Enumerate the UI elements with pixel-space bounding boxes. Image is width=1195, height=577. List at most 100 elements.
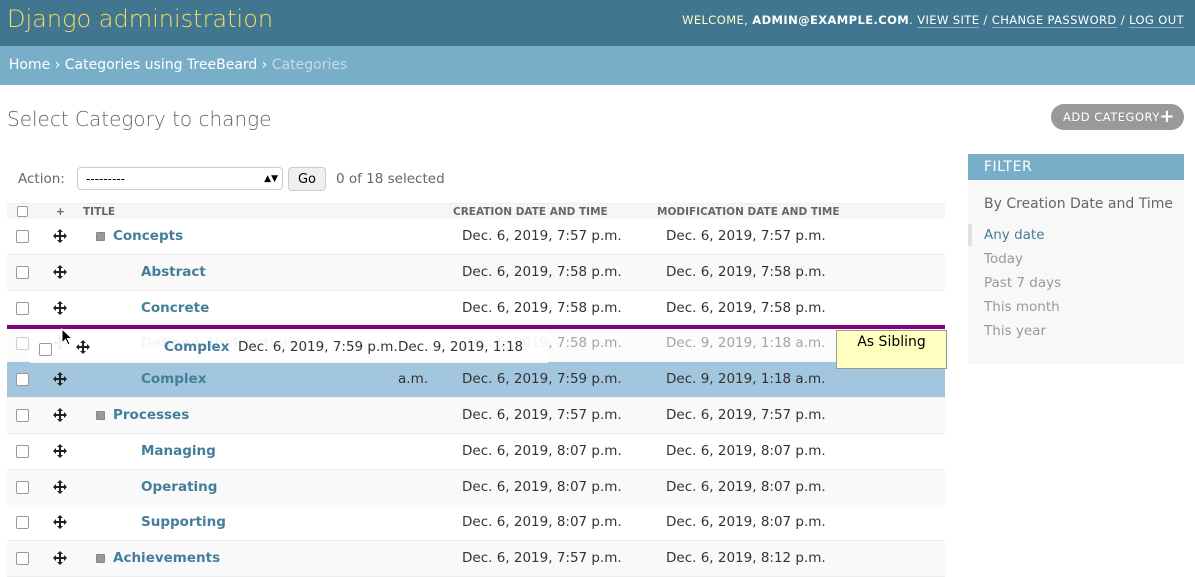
- created: Dec. 6, 2019, 8:07 p.m.: [462, 442, 622, 459]
- table-row: Operating Dec. 6, 2019, 8:07 p.m. Dec. 6, …: [7, 469, 945, 506]
- col-header[interactable]: CREATION DATE AND TIME: [453, 206, 608, 218]
- row-title[interactable]: Complex: [141, 371, 207, 388]
- checkbox[interactable]: [16, 230, 29, 243]
- site-title[interactable]: Django administration: [7, 5, 274, 33]
- created: Dec. 6, 2019, 7:59 p.m.: [462, 371, 622, 388]
- move-icon[interactable]: [53, 480, 67, 494]
- view-site[interactable]: VIEW SITE: [917, 13, 980, 28]
- checkbox[interactable]: [16, 337, 29, 351]
- created: Dec. 6, 2019, 7:57 p.m.: [462, 228, 622, 244]
- row-title[interactable]: Operating: [141, 478, 218, 495]
- ghost-modified: Dec. 9, 2019, 1:18 a.m.: [398, 339, 524, 387]
- modified: Dec. 9, 2019, 1:18 a.m.: [666, 335, 826, 352]
- table-row: Processes Dec. 6, 2019, 7:57 p.m. Dec. 6, …: [7, 398, 945, 434]
- crumb[interactable]: Home: [8, 57, 51, 73]
- filter-option[interactable]: Today: [984, 251, 1024, 267]
- change-password[interactable]: CHANGE PASSWORD: [991, 13, 1117, 28]
- select-value: ---------: [86, 172, 125, 186]
- crumb: Categories: [271, 57, 348, 73]
- modified: Dec. 6, 2019, 8:07 p.m.: [666, 478, 826, 495]
- filter-subtitle: By Creation Date and Time: [984, 196, 1173, 212]
- filter-option[interactable]: Any date: [984, 227, 1045, 243]
- table-row: Concepts Dec. 6, 2019, 7:57 p.m. Dec. 6, 2…: [7, 219, 945, 255]
- filter-option[interactable]: This month: [984, 299, 1060, 315]
- modified: Dec. 6, 2019, 8:12 p.m.: [666, 550, 826, 567]
- drop-tooltip: As Sibling: [836, 330, 947, 369]
- selection-counter: 0 of 18 selected: [336, 171, 445, 187]
- select-all[interactable]: [17, 206, 28, 217]
- header: Django administration WELCOME, ADMIN@EXA…: [0, 0, 1195, 46]
- heading: Select Category to change: [7, 107, 272, 131]
- log-out[interactable]: LOG OUT: [1129, 13, 1184, 28]
- go-button[interactable]: Go: [288, 167, 326, 191]
- modified: Dec. 6, 2019, 7:57 p.m.: [666, 228, 826, 244]
- filter-option[interactable]: This year: [984, 323, 1046, 339]
- checkbox[interactable]: [16, 516, 29, 530]
- user: ADMIN@EXAMPLE.COM: [752, 13, 910, 27]
- checkbox[interactable]: [16, 480, 29, 494]
- created: Dec. 6, 2019, 8:07 p.m.: [462, 478, 622, 495]
- table-row: Complex Dec. 6, 2019, 7:59 p.m. Dec. 9, 20…: [7, 362, 945, 399]
- move-icon[interactable]: [53, 229, 67, 243]
- checkbox: [39, 343, 52, 356]
- move-icon[interactable]: [53, 265, 67, 279]
- filter-option[interactable]: Past 7 days: [984, 275, 1062, 291]
- checkbox[interactable]: [16, 373, 29, 387]
- row-title[interactable]: Concepts: [113, 228, 184, 244]
- checkbox[interactable]: [16, 444, 29, 458]
- move-icon[interactable]: [53, 408, 67, 422]
- row-title[interactable]: Abstract: [141, 263, 206, 280]
- modified: Dec. 6, 2019, 8:07 p.m.: [666, 442, 826, 459]
- collapse-icon[interactable]: [96, 232, 105, 241]
- action-select[interactable]: --------- ▲▼: [77, 167, 283, 190]
- checkbox[interactable]: [16, 301, 29, 315]
- modified: Dec. 6, 2019, 7:58 p.m.: [666, 263, 826, 280]
- row-title[interactable]: Supporting: [141, 514, 226, 531]
- modified: Dec. 6, 2019, 8:07 p.m.: [666, 514, 826, 531]
- col-header: +: [56, 206, 65, 218]
- move-icon: [76, 340, 90, 354]
- breadcrumbs: Home › Categories using TreeBeard › Cate…: [0, 46, 1195, 85]
- move-icon[interactable]: [53, 301, 67, 315]
- row-title[interactable]: Achievements: [113, 550, 221, 567]
- created: Dec. 6, 2019, 7:57 p.m.: [462, 407, 622, 423]
- created: Dec. 6, 2019, 8:07 p.m.: [462, 514, 622, 531]
- filter-panel: FILTER By Creation Date and Time Any dat…: [968, 154, 1184, 364]
- modified: Dec. 6, 2019, 7:58 p.m.: [666, 299, 826, 316]
- move-icon[interactable]: [53, 372, 67, 386]
- row-title[interactable]: Processes: [113, 407, 190, 423]
- created: Dec. 6, 2019, 7:57 p.m.: [462, 550, 622, 567]
- ghost-created: Dec. 6, 2019, 7:59 p.m.: [238, 339, 398, 355]
- table-row: Concrete Dec. 6, 2019, 7:58 p.m. Dec. 6, 2…: [7, 290, 945, 327]
- cursor: [61, 328, 73, 346]
- col-header[interactable]: MODIFICATION DATE AND TIME: [657, 206, 840, 218]
- move-icon[interactable]: [53, 515, 67, 529]
- checkbox[interactable]: [16, 409, 29, 422]
- welcome: WELCOME,: [682, 13, 749, 27]
- table-row: Supporting Dec. 6, 2019, 8:07 p.m. Dec. 6,…: [7, 505, 945, 542]
- plus-icon: +: [1159, 106, 1175, 127]
- table-row: Abstract Dec. 6, 2019, 7:58 p.m. Dec. 6, 2…: [7, 254, 945, 291]
- drop-indicator: [7, 325, 945, 329]
- drag-ghost: Complex Dec. 6, 2019, 7:59 p.m. Dec. 9, …: [30, 331, 548, 387]
- row-title[interactable]: Concrete: [141, 299, 210, 316]
- collapse-icon[interactable]: [96, 554, 105, 564]
- created: Dec. 6, 2019, 7:58 p.m.: [462, 299, 622, 316]
- action-label: Action:: [18, 171, 65, 187]
- col-header[interactable]: TITLE: [83, 206, 116, 218]
- move-icon[interactable]: [53, 444, 67, 458]
- checkbox[interactable]: [16, 265, 29, 279]
- checkbox[interactable]: [16, 552, 29, 566]
- user-tools: WELCOME, ADMIN@EXAMPLE.COM. VIEW SITE / …: [682, 13, 1184, 28]
- select-arrows: ▲▼: [264, 174, 278, 184]
- filter-title: FILTER: [968, 154, 1184, 180]
- modified: Dec. 6, 2019, 7:57 p.m.: [666, 407, 826, 423]
- row-title[interactable]: Managing: [141, 442, 216, 459]
- add-label: ADD CATEGORY: [1063, 110, 1160, 124]
- crumb[interactable]: Categories using TreeBeard: [64, 57, 258, 73]
- move-icon[interactable]: [53, 551, 67, 565]
- add-button[interactable]: ADD CATEGORY +: [1051, 104, 1184, 130]
- ghost-title: Complex: [164, 339, 230, 355]
- collapse-icon[interactable]: [96, 411, 105, 420]
